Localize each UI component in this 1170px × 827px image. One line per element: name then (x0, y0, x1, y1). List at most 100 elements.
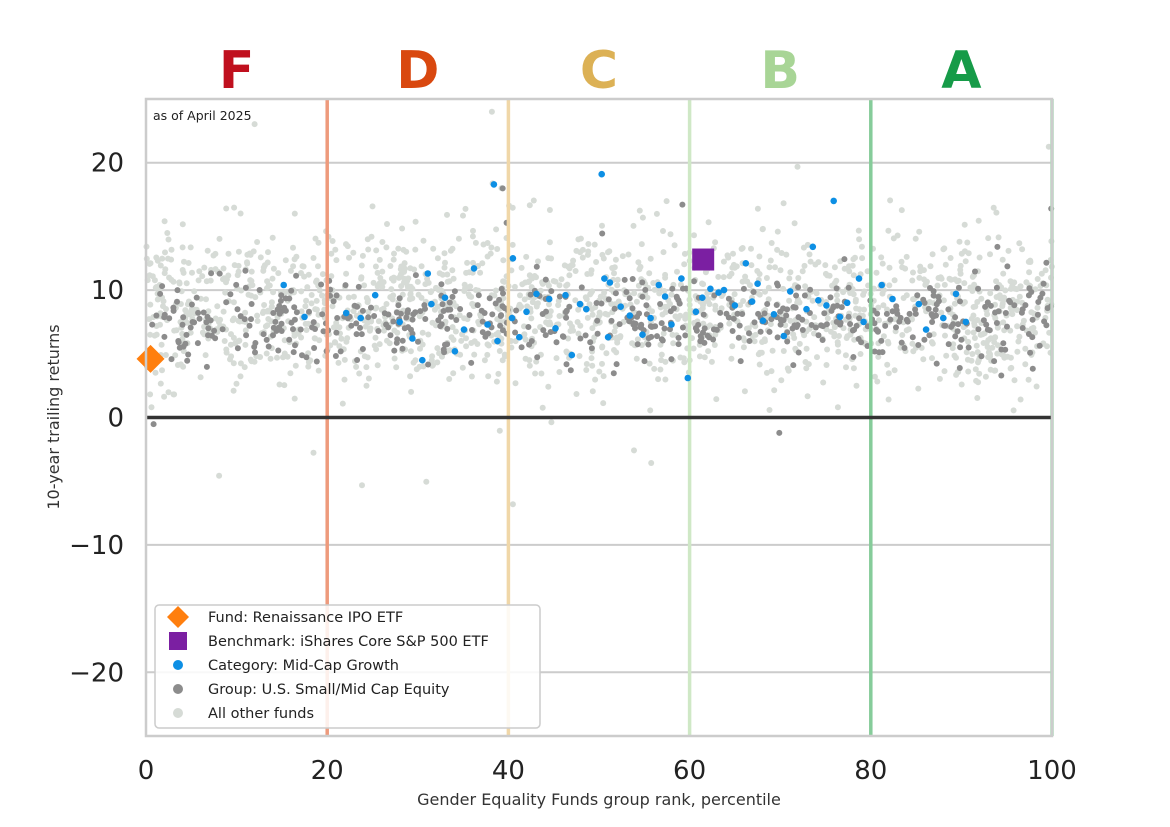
other-fund-point (651, 286, 658, 293)
other-fund-point (379, 268, 386, 275)
other-fund-point (591, 241, 598, 248)
category-fund-point (396, 318, 404, 326)
other-fund-point (414, 278, 421, 285)
other-fund-point (705, 348, 712, 355)
other-fund-point (468, 293, 475, 300)
other-fund-point (905, 326, 912, 333)
other-fund-point (842, 352, 849, 359)
group-fund-point (669, 285, 676, 292)
group-fund-point (717, 322, 724, 329)
other-fund-point (561, 262, 568, 269)
group-fund-point (994, 243, 1001, 250)
group-fund-point (608, 317, 615, 324)
other-fund-point (648, 460, 655, 466)
other-fund-point (250, 248, 257, 255)
other-fund-point (548, 255, 555, 262)
group-fund-point (914, 292, 921, 299)
other-fund-point (935, 275, 942, 281)
group-fund-point (513, 307, 520, 314)
group-fund-point (898, 339, 905, 346)
other-fund-point (910, 269, 916, 276)
group-fund-point (795, 284, 802, 291)
group-fund-point (746, 338, 753, 344)
group-fund-point (871, 320, 878, 327)
other-fund-point (350, 308, 357, 315)
other-fund-point (521, 323, 527, 330)
group-fund-point (1004, 263, 1011, 270)
group-fund-point (496, 296, 503, 303)
other-fund-point (469, 233, 476, 240)
group-fund-point (265, 343, 272, 350)
other-fund-point (281, 382, 288, 389)
group-fund-point (415, 338, 421, 345)
other-fund-point (365, 375, 372, 382)
group-fund-point (679, 324, 686, 331)
other-fund-point (619, 253, 626, 260)
other-fund-point (546, 207, 553, 213)
other-fund-point (674, 268, 680, 275)
other-fund-point (333, 319, 340, 326)
other-fund-point (974, 299, 981, 305)
other-fund-point (237, 373, 244, 380)
other-fund-point (147, 301, 154, 308)
group-fund-point (871, 348, 878, 355)
other-fund-point (517, 292, 523, 299)
other-fund-point (359, 252, 366, 259)
group-fund-point (332, 353, 339, 359)
other-fund-point (756, 253, 763, 260)
category-fund-point (280, 281, 288, 289)
other-fund-point (583, 367, 590, 373)
other-fund-point (599, 360, 605, 367)
other-fund-point (162, 352, 169, 358)
other-fund-point (748, 245, 754, 252)
other-fund-point (308, 292, 315, 298)
category-fund-point (606, 279, 614, 286)
other-fund-point (1013, 286, 1020, 293)
other-fund-point (472, 287, 479, 293)
other-fund-point (976, 370, 983, 377)
group-fund-point (233, 281, 240, 288)
other-fund-point (391, 250, 397, 257)
other-fund-point (291, 210, 298, 217)
group-fund-point (984, 299, 991, 306)
group-fund-point (353, 331, 360, 338)
group-fund-point (498, 312, 505, 319)
other-fund-point (425, 331, 432, 338)
other-fund-point (993, 209, 1000, 216)
group-fund-point (207, 317, 214, 324)
other-fund-point (291, 332, 298, 339)
group-fund-point (303, 354, 310, 361)
other-fund-point (852, 254, 858, 261)
other-fund-point (811, 330, 817, 337)
other-fund-point (468, 340, 475, 346)
other-fund-point (1015, 338, 1022, 345)
group-fund-point (183, 331, 190, 338)
x-tick-label: 0 (138, 756, 155, 786)
category-fund-point (576, 300, 584, 308)
group-fund-point (527, 291, 534, 298)
other-fund-point (264, 308, 270, 315)
other-fund-point (199, 273, 206, 280)
group-fund-point (290, 349, 297, 356)
other-fund-point (368, 233, 375, 240)
other-fund-point (313, 306, 320, 313)
group-fund-point (381, 310, 388, 317)
group-fund-point (399, 345, 406, 352)
group-fund-point (993, 320, 1000, 326)
other-fund-point (199, 329, 206, 336)
group-fund-point (437, 323, 444, 330)
group-fund-point (780, 305, 787, 312)
other-fund-point (701, 354, 708, 361)
other-fund-point (1038, 270, 1045, 277)
other-fund-point (222, 289, 229, 296)
other-fund-point (726, 320, 733, 327)
group-fund-point (605, 296, 612, 303)
other-fund-point (575, 306, 582, 313)
group-fund-point (499, 303, 506, 310)
other-fund-point (782, 322, 789, 329)
other-fund-point (358, 262, 365, 269)
group-fund-point (792, 304, 799, 311)
other-fund-point (669, 331, 676, 338)
other-fund-point (636, 207, 643, 214)
other-fund-point (304, 284, 311, 291)
